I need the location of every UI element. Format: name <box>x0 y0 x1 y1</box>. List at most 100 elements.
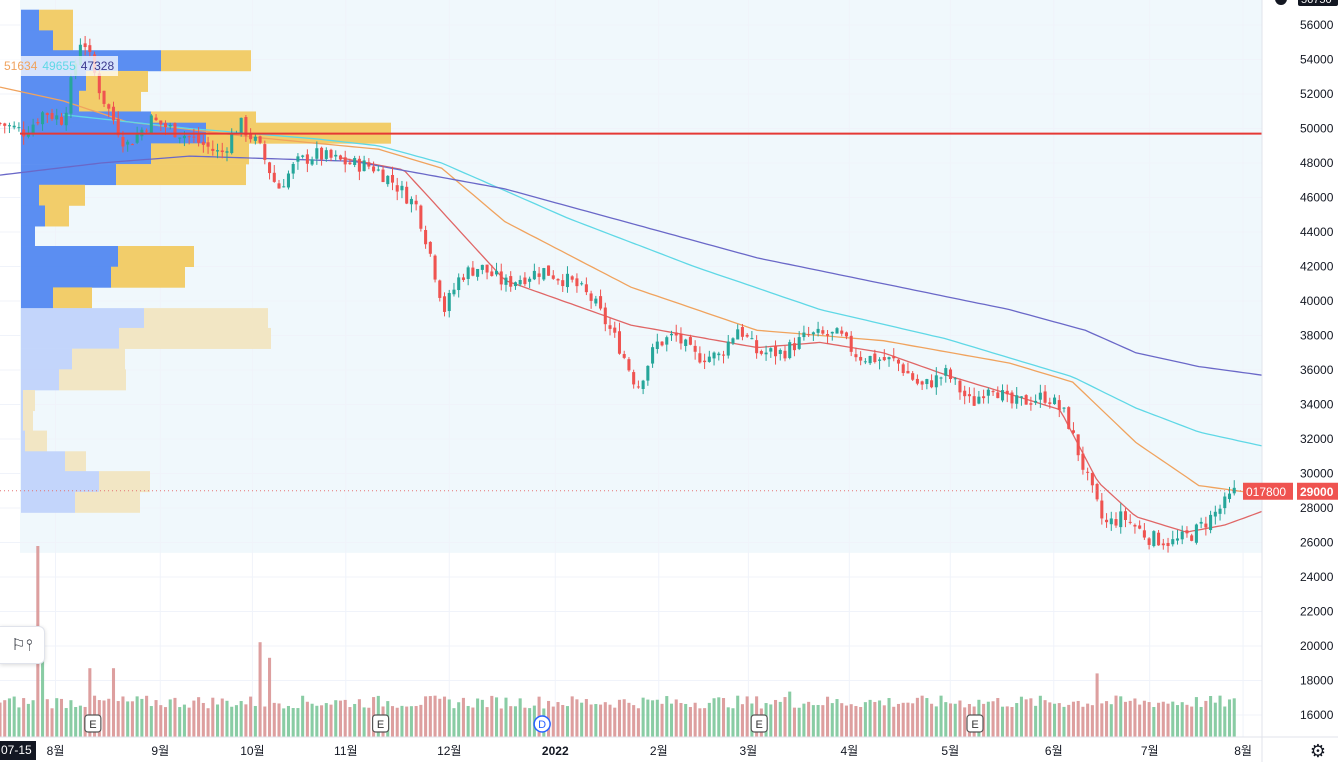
candle-body <box>1204 523 1208 528</box>
volume-bar <box>703 708 707 737</box>
volume-bar <box>145 695 149 737</box>
candle-body <box>1119 511 1123 528</box>
volume-bar <box>234 705 238 737</box>
candle-body <box>263 144 267 160</box>
candle-body <box>324 150 328 159</box>
candle-body <box>717 353 721 356</box>
volume-bar <box>1010 706 1014 737</box>
candle-body <box>59 116 64 125</box>
candle-body <box>887 357 891 360</box>
volume-bar <box>651 700 655 737</box>
volume-bar <box>466 705 470 737</box>
candle-body <box>1128 521 1132 523</box>
volume-bar <box>268 657 272 737</box>
volume-bar <box>1157 702 1161 737</box>
candle-body <box>811 332 815 335</box>
candle-body <box>878 359 882 361</box>
candle-body <box>376 169 380 171</box>
volume-bar <box>873 701 877 737</box>
candle-body <box>1053 397 1057 405</box>
candle-body <box>774 345 778 357</box>
candle-body <box>320 147 324 160</box>
drawing-tools-button[interactable]: ⚐⫯ <box>0 626 45 664</box>
volume-bar <box>523 707 527 737</box>
volume-bar <box>878 700 882 737</box>
candle-body <box>45 113 49 115</box>
candle-body <box>1015 395 1019 404</box>
candle-body <box>419 205 423 229</box>
candle-body <box>703 360 707 363</box>
candle-body <box>211 148 215 151</box>
volume-bar <box>953 703 957 737</box>
volume-bar <box>1180 702 1184 737</box>
volume-bar <box>50 708 54 737</box>
candle-body <box>669 333 674 336</box>
volume-bar <box>561 704 565 737</box>
candle-body <box>395 185 399 192</box>
earnings-marker-label: E <box>756 719 763 731</box>
candle-body <box>731 338 735 344</box>
candle-body <box>1190 535 1194 541</box>
volume-bar <box>901 702 905 737</box>
volume-bar <box>1043 700 1047 737</box>
volume-profile-down-bar <box>65 451 86 473</box>
price-tick-label: 20000 <box>1300 639 1334 653</box>
candle-body <box>357 158 361 172</box>
candle-body <box>939 377 943 379</box>
candle-body <box>1100 500 1104 519</box>
candle-body <box>944 368 948 376</box>
volume-bar <box>811 705 815 737</box>
volume-bar <box>934 706 938 737</box>
candle-body <box>282 186 286 188</box>
time-axis-bg <box>0 737 1338 762</box>
candle-body <box>1171 539 1175 545</box>
volume-bar <box>338 700 343 737</box>
candle-body <box>698 353 702 363</box>
settings-gear-icon[interactable]: ⚙ <box>1309 741 1327 761</box>
volume-bar <box>854 706 858 737</box>
volume-bar <box>1190 706 1194 737</box>
countdown-tag <box>1243 482 1293 500</box>
volume-bar <box>1161 701 1165 737</box>
volume-bar <box>343 699 347 737</box>
volume-profile-up-bar <box>21 308 144 330</box>
volume-bar <box>26 703 30 737</box>
volume-bar <box>1019 696 1023 737</box>
candle-body <box>126 141 130 145</box>
volume-profile-up-bar <box>21 369 59 391</box>
candle-body <box>258 136 262 143</box>
volume-bar <box>726 707 730 737</box>
candle-body <box>580 283 584 285</box>
candle-body <box>868 355 872 364</box>
volume-bar <box>1100 703 1104 737</box>
time-tick-label: 10월 <box>240 744 264 758</box>
volume-bar <box>1123 701 1128 737</box>
volume-bar <box>920 695 924 737</box>
candle-body <box>740 327 744 337</box>
candle-body <box>206 142 210 147</box>
candle-body <box>102 90 106 104</box>
volume-bar <box>495 697 499 737</box>
candle-body <box>589 293 593 301</box>
volume-bar <box>958 700 962 737</box>
volume-bar <box>693 702 697 737</box>
volume-profile-up-bar <box>21 184 39 206</box>
volume-bar <box>1090 705 1094 737</box>
price-tick-label: 52000 <box>1300 87 1334 101</box>
volume-bar <box>1071 701 1075 737</box>
volume-bar <box>211 697 215 737</box>
candle-body <box>381 169 385 183</box>
candle-body <box>50 112 54 119</box>
candle-body <box>1019 396 1023 398</box>
candle-body <box>433 255 437 280</box>
volume-bar <box>1147 702 1151 737</box>
volume-bar <box>258 642 262 737</box>
candle-body <box>348 162 352 165</box>
candle-body <box>901 364 905 374</box>
volume-bar <box>707 702 711 737</box>
candle-body <box>286 173 290 188</box>
volume-bar <box>78 705 82 737</box>
volume-bar <box>178 707 182 737</box>
candle-body <box>726 341 730 356</box>
